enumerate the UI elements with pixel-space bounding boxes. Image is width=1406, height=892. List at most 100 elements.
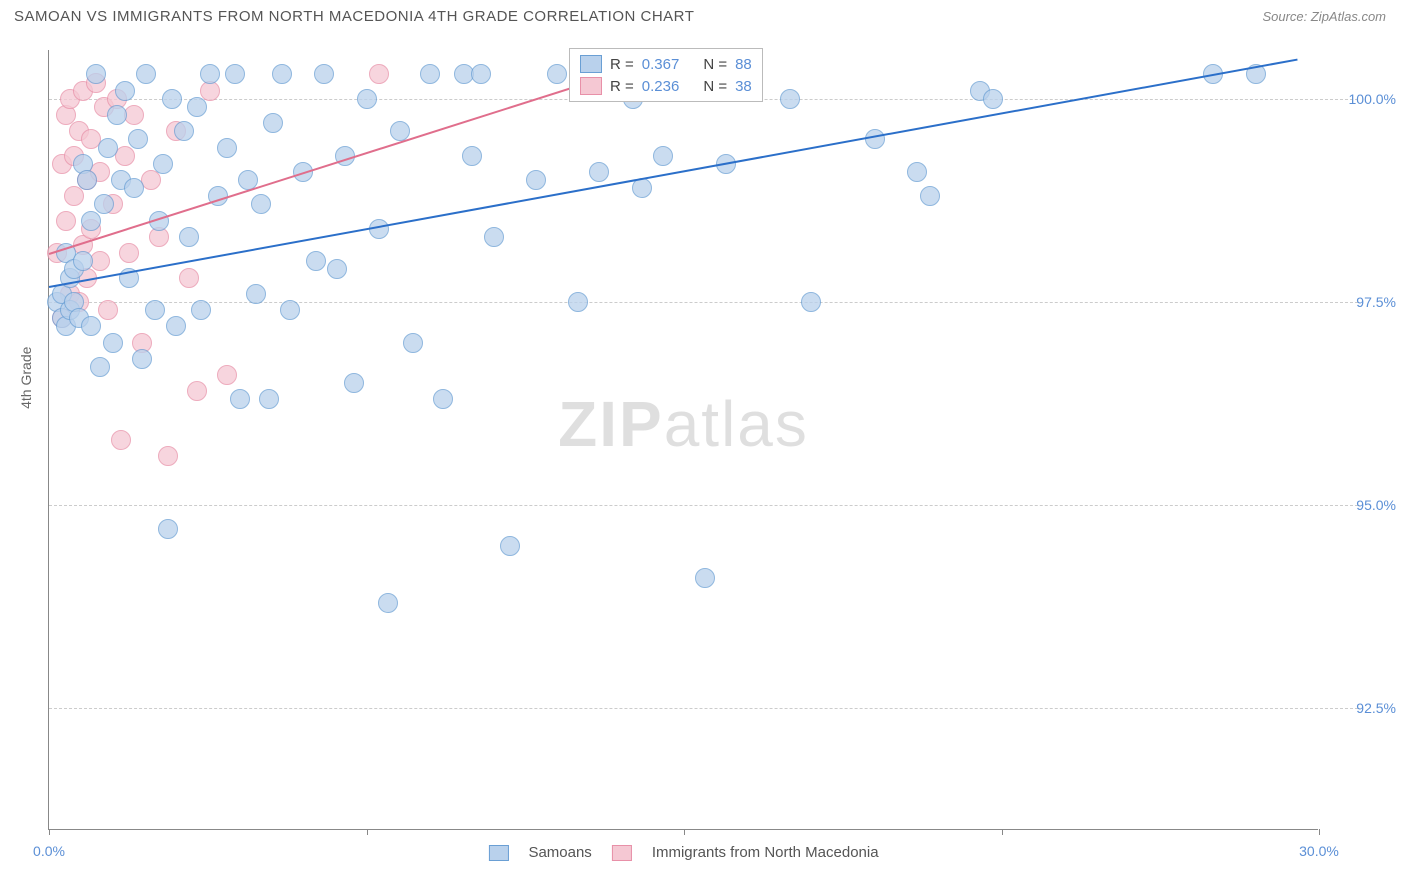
r-label-2: R = (610, 78, 634, 95)
y-tick-label: 92.5% (1356, 700, 1396, 716)
point-series1 (547, 64, 567, 84)
point-series2 (187, 381, 207, 401)
point-series1 (81, 211, 101, 231)
point-series1 (433, 389, 453, 409)
x-tick (367, 829, 368, 835)
x-tick-label: 0.0% (33, 843, 65, 859)
legend-row-series2: R = 0.236 N = 38 (580, 75, 752, 97)
r-value-2: 0.236 (642, 78, 680, 95)
legend-row-series1: R = 0.367 N = 88 (580, 53, 752, 75)
point-series1 (162, 89, 182, 109)
point-series1 (263, 113, 283, 133)
point-series1 (90, 357, 110, 377)
point-series1 (357, 89, 377, 109)
point-series1 (462, 146, 482, 166)
point-series1 (378, 593, 398, 613)
point-series1 (907, 162, 927, 182)
gridline (49, 302, 1358, 303)
gridline (49, 708, 1358, 709)
point-series2 (119, 243, 139, 263)
point-series1 (230, 389, 250, 409)
point-series1 (280, 300, 300, 320)
point-series1 (272, 64, 292, 84)
legend-swatch-series2 (580, 77, 602, 95)
point-series1 (136, 64, 156, 84)
point-series1 (865, 129, 885, 149)
chart-title: SAMOAN VS IMMIGRANTS FROM NORTH MACEDONI… (14, 8, 694, 25)
correlation-legend: R = 0.367 N = 88 R = 0.236 N = 38 (569, 48, 763, 102)
point-series1 (568, 292, 588, 312)
point-series1 (200, 64, 220, 84)
point-series1 (81, 316, 101, 336)
point-series1 (420, 64, 440, 84)
point-series1 (86, 64, 106, 84)
point-series1 (94, 194, 114, 214)
x-tick (684, 829, 685, 835)
point-series1 (77, 170, 97, 190)
watermark-bold: ZIP (558, 388, 664, 460)
n-value-2: 38 (735, 78, 752, 95)
point-series1 (115, 81, 135, 101)
point-series1 (920, 186, 940, 206)
point-series1 (191, 300, 211, 320)
point-series1 (174, 121, 194, 141)
y-tick-label: 100.0% (1349, 91, 1396, 107)
point-series1 (73, 251, 93, 271)
legend-label-samoans: Samoans (528, 844, 591, 861)
y-tick-label: 95.0% (1356, 497, 1396, 513)
point-series1 (158, 519, 178, 539)
n-label-2: N = (703, 78, 727, 95)
point-series1 (132, 349, 152, 369)
point-series1 (484, 227, 504, 247)
point-series1 (153, 154, 173, 174)
source-label: Source: ZipAtlas.com (1262, 9, 1386, 24)
y-axis-label: 4th Grade (18, 347, 34, 409)
point-series1 (403, 333, 423, 353)
point-series1 (179, 227, 199, 247)
watermark: ZIPatlas (558, 387, 809, 461)
point-series1 (471, 64, 491, 84)
legend-swatch-macedonia (612, 845, 632, 861)
point-series1 (500, 536, 520, 556)
point-series2 (158, 446, 178, 466)
legend-swatch-series1 (580, 55, 602, 73)
point-series1 (801, 292, 821, 312)
point-series1 (780, 89, 800, 109)
point-series1 (983, 89, 1003, 109)
point-series1 (124, 178, 144, 198)
point-series1 (344, 373, 364, 393)
n-label-1: N = (703, 56, 727, 73)
point-series2 (111, 430, 131, 450)
point-series1 (98, 138, 118, 158)
watermark-light: atlas (664, 388, 809, 460)
point-series1 (187, 97, 207, 117)
point-series1 (327, 259, 347, 279)
point-series1 (259, 389, 279, 409)
point-series1 (653, 146, 673, 166)
point-series1 (251, 194, 271, 214)
point-series1 (103, 333, 123, 353)
point-series1 (306, 251, 326, 271)
scatter-chart: ZIPatlas Samoans Immigrants from North M… (48, 50, 1318, 830)
r-label-1: R = (610, 56, 634, 73)
point-series1 (695, 568, 715, 588)
y-tick-label: 97.5% (1356, 294, 1396, 310)
point-series2 (369, 64, 389, 84)
point-series1 (314, 64, 334, 84)
point-series1 (246, 284, 266, 304)
x-tick-label: 30.0% (1299, 843, 1339, 859)
point-series2 (179, 268, 199, 288)
series-legend: Samoans Immigrants from North Macedonia (488, 844, 878, 861)
r-value-1: 0.367 (642, 56, 680, 73)
point-series1 (225, 64, 245, 84)
n-value-1: 88 (735, 56, 752, 73)
point-series2 (217, 365, 237, 385)
point-series2 (56, 211, 76, 231)
point-series1 (128, 129, 148, 149)
point-series1 (217, 138, 237, 158)
point-series1 (166, 316, 186, 336)
point-series1 (145, 300, 165, 320)
point-series2 (98, 300, 118, 320)
x-tick (1319, 829, 1320, 835)
legend-swatch-samoans (488, 845, 508, 861)
